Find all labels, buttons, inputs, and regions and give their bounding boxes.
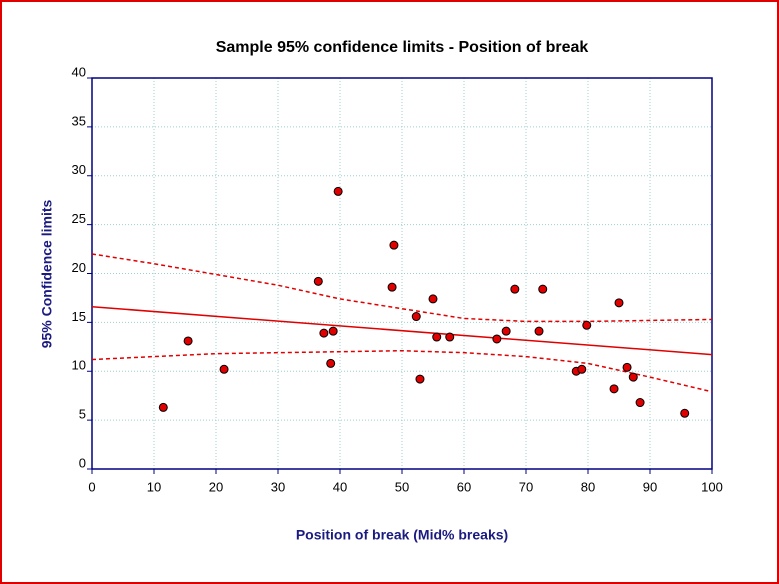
data-point	[313, 276, 323, 286]
y-tick-label: 20	[72, 260, 86, 275]
x-tick-label: 60	[457, 479, 471, 494]
y-tick-label: 15	[72, 309, 86, 324]
x-tick-label: 20	[209, 479, 223, 494]
x-tick-label: 30	[271, 479, 285, 494]
y-tick-label: 25	[72, 211, 86, 226]
y-tick-label: 10	[72, 358, 86, 373]
data-point	[628, 372, 638, 382]
data-point	[577, 364, 587, 374]
data-point	[680, 408, 690, 418]
regression-line	[91, 305, 713, 356]
data-point	[622, 362, 632, 372]
data-point	[319, 328, 329, 338]
data-point	[609, 384, 619, 394]
plot-frame	[91, 77, 713, 470]
data-point	[492, 334, 502, 344]
data-point	[219, 364, 229, 374]
data-point	[582, 320, 592, 330]
data-point	[510, 284, 520, 294]
x-tick-label: 90	[643, 479, 657, 494]
data-point	[411, 312, 421, 322]
data-point	[534, 326, 544, 336]
data-point	[326, 358, 336, 368]
data-point	[158, 402, 168, 412]
x-tick-label: 10	[147, 479, 161, 494]
y-axis-title: 95% Confidence limits	[39, 199, 55, 348]
data-point	[614, 298, 624, 308]
y-tick-label: 5	[79, 407, 86, 422]
x-tick-label: 50	[395, 479, 409, 494]
data-point	[538, 284, 548, 294]
data-point	[183, 336, 193, 346]
x-axis-title: Position of break (Mid% breaks)	[296, 527, 508, 543]
data-point	[635, 398, 645, 408]
data-point	[501, 326, 511, 336]
data-point	[333, 186, 343, 196]
x-tick-label: 80	[581, 479, 595, 494]
data-point	[428, 294, 438, 304]
y-tick-label: 40	[72, 64, 86, 79]
data-point	[445, 332, 455, 342]
y-tick-label: 35	[72, 113, 86, 128]
data-point	[432, 332, 442, 342]
x-tick-label: 0	[88, 479, 95, 494]
x-tick-label: 70	[519, 479, 533, 494]
data-point	[387, 282, 397, 292]
data-point	[328, 326, 338, 336]
x-tick-label: 40	[333, 479, 347, 494]
data-point	[415, 374, 425, 384]
lower-confidence-line	[91, 349, 713, 393]
y-tick-label: 0	[79, 455, 86, 470]
y-tick-label: 30	[72, 162, 86, 177]
data-point	[389, 240, 399, 250]
x-tick-label: 100	[701, 479, 723, 494]
chart-title: Sample 95% confidence limits - Position …	[216, 39, 589, 56]
